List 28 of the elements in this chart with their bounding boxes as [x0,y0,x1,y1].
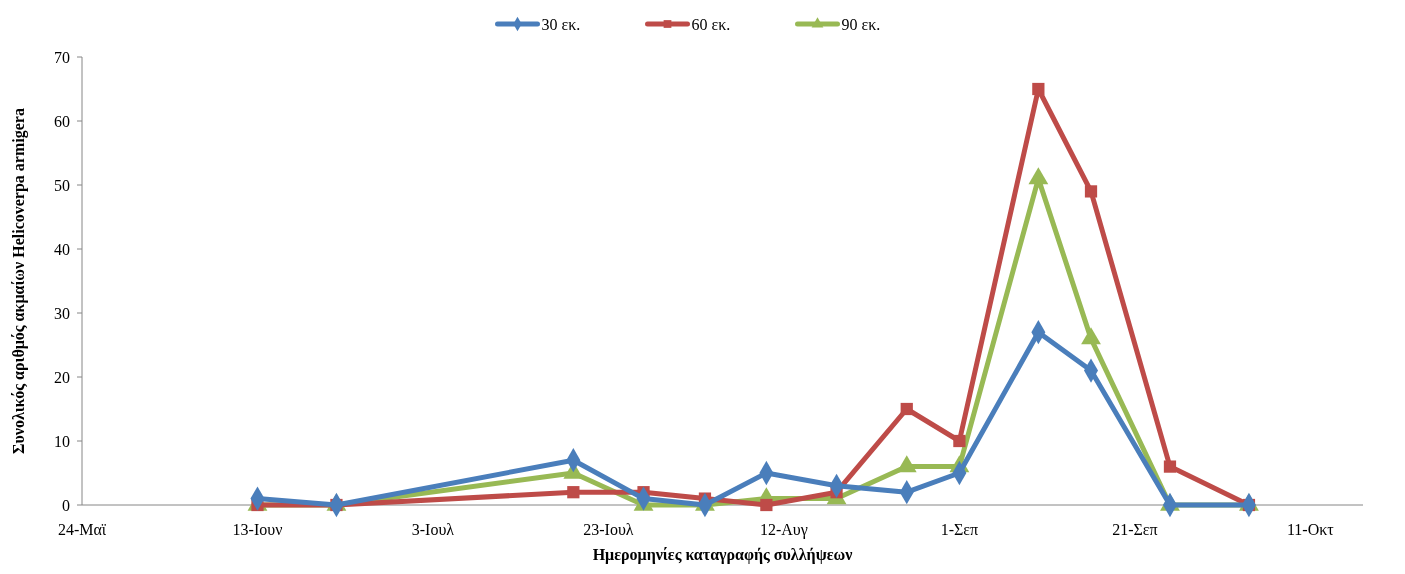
point [900,402,913,416]
x-axis-title: Ημερομηνίες καταγραφής συλλήψεων [592,546,853,564]
y-tick-label: 20 [54,368,70,386]
point [1084,185,1098,198]
x-tick-label: 23-Ιουλ [583,521,634,538]
y-tick-label: 30 [54,304,70,322]
point [1032,82,1045,96]
legend-label: 90 εκ. [841,15,881,33]
point [1163,460,1177,473]
point [760,498,773,512]
x-tick-label: 12-Αυγ [759,521,808,539]
x-tick-label: 24-Μαϊ [57,521,107,538]
point [567,486,580,499]
y-tick-label: 10 [54,432,70,450]
legend-label: 30 εκ. [541,15,581,33]
y-tick-label: 0 [62,496,70,514]
y-axis-title: Συνολικός αριθμός ακμαίων Helicoverpa armigera [10,108,28,454]
point [953,434,966,448]
x-tick-label: 3-Ιουλ [411,521,455,538]
x-tick-label: 11-Οκτ [1286,521,1335,538]
x-tick-label: 21-Σεπ [1112,521,1158,538]
x-tick-label: 1-Σεπ [940,521,979,538]
y-tick-label: 70 [54,48,70,66]
x-tick-label: 13-Ιουν [232,521,283,538]
y-tick-label: 60 [54,112,70,130]
y-tick-label: 50 [54,176,70,194]
legend-label: 60 εκ. [691,15,731,33]
y-tick-label: 40 [54,240,70,258]
